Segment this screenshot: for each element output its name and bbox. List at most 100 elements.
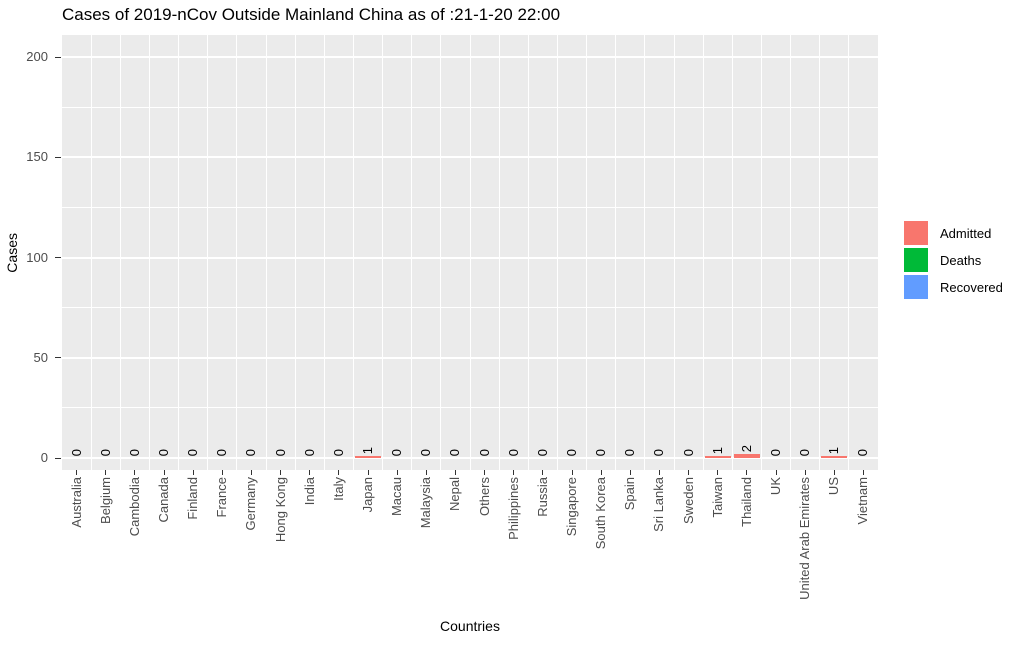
x-tick-label: Sweden [680, 477, 696, 524]
gridline-vertical [586, 35, 588, 470]
gridline-vertical [178, 35, 180, 470]
x-tick [425, 470, 427, 475]
x-tick-label: Hong Kong [272, 477, 288, 543]
legend: Admitted Deaths Recovered [904, 221, 1003, 302]
gridline-vertical [498, 35, 500, 470]
x-tick-label: Vietnam [855, 477, 871, 525]
x-tick-label: Singapore [564, 477, 579, 537]
bar-value-label: 1 [360, 446, 375, 454]
bar-value-label: 2 [738, 444, 754, 452]
x-tick-label: Sri Lanka [651, 477, 667, 532]
gridline-vertical [440, 35, 442, 470]
y-tick-label: 200 [26, 49, 48, 64]
gridline-vertical [469, 35, 471, 470]
gridline-vertical [90, 35, 92, 470]
bar-value-label: 1 [709, 446, 725, 454]
y-tick-label: 0 [40, 450, 48, 465]
gridline-vertical [644, 35, 646, 470]
gridline-vertical [352, 35, 354, 470]
x-tick [76, 470, 78, 475]
y-tick [55, 357, 61, 359]
bar-value-label: 0 [651, 448, 667, 456]
legend-label: Admitted [940, 225, 992, 241]
x-tick-label: Italy [330, 477, 346, 501]
x-tick [309, 470, 311, 475]
y-tick [55, 257, 61, 258]
gridline-vertical [556, 35, 558, 470]
legend-label: Deaths [940, 252, 982, 268]
x-tick-label: US [826, 477, 842, 496]
x-tick [367, 470, 369, 475]
x-tick [600, 470, 602, 475]
gridline-major [62, 457, 878, 459]
x-tick [775, 470, 777, 475]
bar-value-label: 0 [476, 448, 492, 456]
y-tick [55, 457, 61, 459]
gridline-vertical [760, 35, 762, 470]
gridline-major [62, 356, 878, 359]
x-tick-label: Others [476, 477, 492, 517]
x-tick [396, 470, 398, 475]
y-tick [55, 56, 61, 58]
x-tick-label: Thailand [738, 477, 754, 527]
gridline-minor [62, 206, 878, 208]
bar [733, 454, 760, 458]
bar-value-label: 0 [622, 448, 638, 456]
x-tick [688, 470, 690, 475]
legend-swatch [904, 248, 928, 272]
x-tick-label: Cambodia [126, 477, 142, 537]
x-tick [542, 470, 544, 475]
x-tick-label: Spain [622, 477, 638, 511]
gridline-vertical [411, 35, 413, 470]
bar-value-label: 0 [243, 448, 259, 456]
gridline-vertical [673, 35, 675, 470]
bar-value-label: 1 [826, 446, 842, 454]
bar-value-label: 0 [156, 448, 171, 456]
x-tick [192, 470, 194, 475]
bar-value-label: 0 [564, 448, 579, 456]
bar-value-label: 0 [593, 448, 609, 456]
gridline-vertical [702, 35, 704, 470]
gridline-minor [62, 407, 878, 409]
x-tick [862, 470, 864, 475]
bar-value-label: 0 [389, 448, 405, 456]
bar-value-label: 0 [330, 448, 346, 456]
y-tick-label: 50 [33, 349, 48, 365]
gridline-vertical [527, 35, 529, 470]
gridline-vertical [294, 35, 296, 470]
bar-value-label: 0 [97, 448, 113, 456]
legend-swatch [904, 221, 928, 245]
bar-value-label: 0 [214, 448, 230, 456]
gridline-vertical [323, 35, 325, 470]
x-tick [833, 470, 835, 475]
x-tick [105, 470, 107, 475]
bar-value-label: 0 [418, 448, 434, 456]
x-tick [280, 470, 282, 475]
gridline-vertical [615, 35, 617, 470]
x-tick-label: Canada [156, 477, 171, 523]
legend-item: Deaths [904, 248, 1003, 272]
bar-value-label: 0 [505, 448, 521, 456]
bar-value-label: 0 [272, 448, 288, 456]
gridline-vertical [236, 35, 238, 470]
x-tick-label: Taiwan [709, 477, 725, 518]
x-tick-label: India [301, 477, 317, 506]
bar-value-label: 0 [768, 448, 783, 456]
x-tick-label: Philippines [505, 477, 521, 540]
bar-value-label: 0 [301, 448, 317, 456]
x-tick-label: Belgium [97, 477, 113, 524]
x-tick-label: Finland [185, 477, 201, 520]
x-tick [250, 470, 252, 475]
x-tick-label: United Arab Emirates [797, 477, 813, 600]
x-tick [658, 470, 660, 475]
gridline-major [62, 56, 878, 58]
x-tick [221, 470, 223, 475]
x-tick [629, 470, 631, 475]
x-axis-title: Countries [440, 618, 500, 634]
legend-swatch [904, 275, 928, 299]
x-tick [746, 470, 748, 475]
bar-value-label: 0 [185, 448, 201, 456]
x-tick-label: Malaysia [418, 477, 434, 529]
gridline-vertical [848, 35, 850, 470]
legend-item: Recovered [904, 275, 1003, 299]
